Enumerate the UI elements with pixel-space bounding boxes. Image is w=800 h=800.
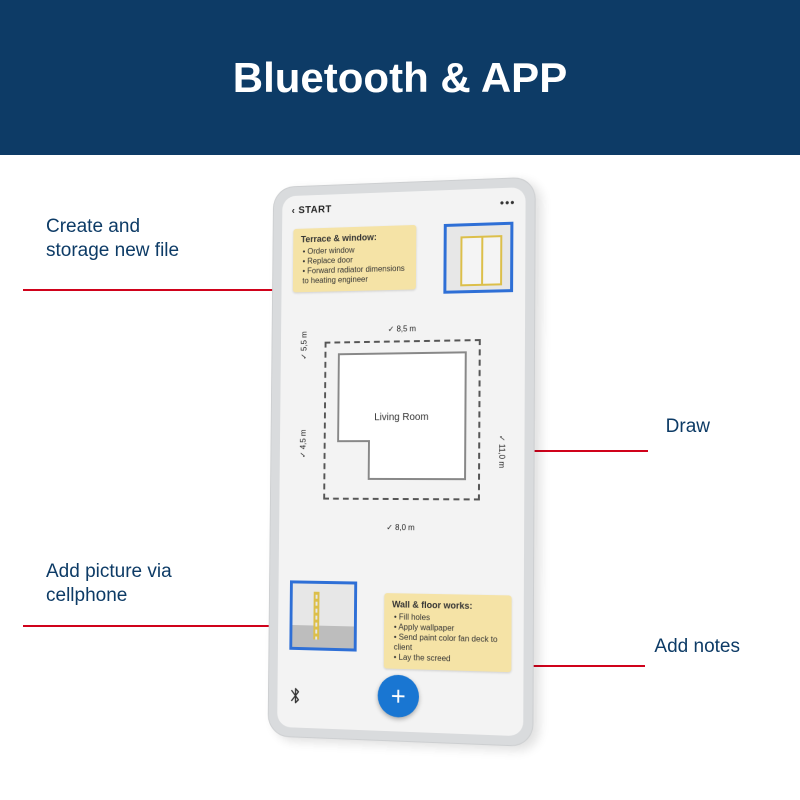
leader-picture [23,625,291,627]
ladder-icon [313,592,319,640]
phone-screen: ‹ START ••• Terrace & window: Order wind… [277,187,525,736]
content-area: Create and storage new file Draw Add pic… [0,155,800,800]
dimension-left-lower: 4,5 m [299,429,308,458]
phone-frame: ‹ START ••• Terrace & window: Order wind… [268,177,536,747]
callout-create-file: Create and storage new file [46,215,179,263]
room-notch [337,440,370,480]
add-fab-button[interactable]: + [378,674,420,718]
room-outline-dashed: Living Room [323,339,481,500]
note-title: Terrace & window: [301,231,409,244]
dimension-bottom: 8,0 m [342,523,460,533]
back-label: START [298,204,331,216]
callout-draw: Draw [666,415,710,439]
back-button[interactable]: ‹ START [292,204,332,216]
more-menu-button[interactable]: ••• [500,196,516,211]
plus-icon: + [391,680,406,712]
callout-add-picture: Add picture via cellphone [46,560,172,608]
dimension-top: 8,5 m [344,323,461,334]
photo-thumbnail-wall[interactable] [289,580,357,651]
header-title: Bluetooth & APP [233,54,567,102]
window-icon [460,235,502,286]
note-wall-floor[interactable]: Wall & floor works: Fill holes Apply wal… [384,593,512,672]
header-banner: Bluetooth & APP [0,0,800,155]
note-list: Order window Replace door Forward radiat… [300,244,408,286]
floor-icon [292,625,354,648]
dimension-right: 11,0 m [497,435,506,468]
room-shape: Living Room [337,351,467,480]
note-item: Forward radiator dimensions to heating e… [302,264,408,286]
note-item: Lay the screed [394,653,504,666]
floor-plan[interactable]: 8,5 m 8,0 m 11,0 m 5,5 m 4,5 m Living Ro… [304,327,501,529]
dimension-left-upper: 5,5 m [300,331,309,360]
note-terrace-window[interactable]: Terrace & window: Order window Replace d… [293,225,417,292]
phone-mockup: ‹ START ••• Terrace & window: Order wind… [268,177,536,747]
room-label: Living Room [339,412,464,424]
note-list: Fill holes Apply wallpaper Send paint co… [392,612,504,666]
note-title: Wall & floor works: [392,599,503,611]
callout-add-notes: Add notes [654,635,740,659]
bluetooth-icon[interactable] [289,686,303,707]
leader-create [23,289,279,291]
app-topbar: ‹ START ••• [282,187,525,221]
photo-thumbnail-window[interactable] [443,222,513,294]
